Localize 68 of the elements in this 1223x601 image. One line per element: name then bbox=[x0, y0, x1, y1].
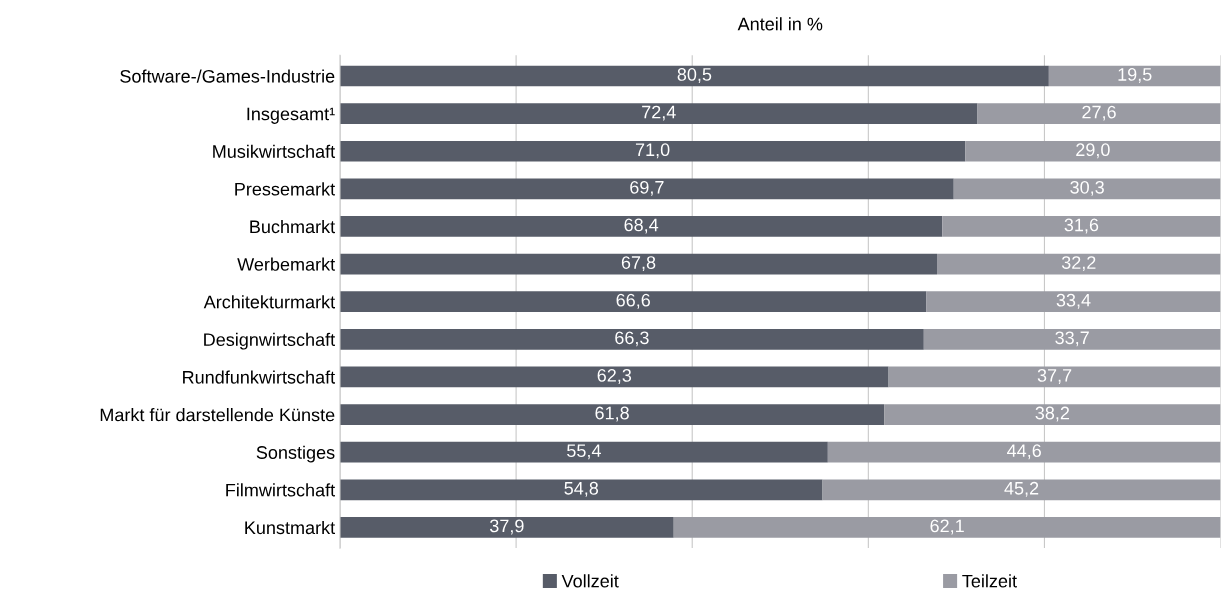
bar bbox=[339, 328, 924, 350]
y-tick-label: Pressemarkt bbox=[235, 182, 335, 196]
data-label: 80,5 bbox=[677, 68, 712, 83]
data-label: 54,8 bbox=[564, 481, 599, 497]
data-label: 72,4 bbox=[642, 105, 676, 121]
data-label: 32,2 bbox=[1061, 256, 1096, 272]
data-label: 62,1 bbox=[930, 519, 964, 535]
data-label: 38,2 bbox=[1035, 406, 1070, 422]
y-tick-label: Kunstmarkt bbox=[245, 520, 335, 535]
y-tick-label: Werbemarkt bbox=[237, 257, 336, 271]
data-label: 45,2 bbox=[1004, 481, 1039, 497]
data-label: 29,0 bbox=[1076, 143, 1110, 159]
data-label: 68,4 bbox=[624, 218, 659, 234]
data-label: 30,3 bbox=[1070, 180, 1104, 196]
x-axis-title: Anteil in % bbox=[737, 17, 823, 31]
bar bbox=[339, 291, 927, 313]
data-label: 37,7 bbox=[1037, 369, 1072, 384]
data-label: 33,4 bbox=[1056, 293, 1091, 309]
data-label: 62,3 bbox=[597, 369, 632, 384]
data-label: 69,7 bbox=[630, 180, 664, 196]
legend-label: Vollzeit bbox=[561, 574, 619, 588]
y-tick-label: Rundfunkwirtschaft bbox=[183, 370, 336, 384]
y-tick-label: Buchmarkt bbox=[250, 219, 335, 234]
data-label: 67,8 bbox=[621, 256, 656, 272]
data-label: 71,0 bbox=[635, 143, 670, 159]
bar bbox=[339, 103, 978, 124]
bar bbox=[339, 216, 943, 237]
bar bbox=[923, 328, 1221, 350]
data-label: 37,9 bbox=[489, 519, 524, 535]
bar bbox=[884, 404, 1221, 425]
bar bbox=[339, 65, 1049, 87]
bar bbox=[339, 366, 889, 388]
data-label: 66,3 bbox=[615, 331, 649, 347]
bar bbox=[339, 404, 885, 425]
data-label: 31,6 bbox=[1064, 218, 1099, 234]
y-tick-label: Software-/Games-Industrie bbox=[120, 69, 335, 83]
bar bbox=[339, 479, 823, 501]
bar bbox=[339, 253, 938, 275]
y-tick-label: Designwirtschaft bbox=[204, 332, 336, 350]
bar bbox=[827, 441, 1221, 463]
bar bbox=[937, 253, 1221, 275]
bar bbox=[339, 517, 674, 538]
bar bbox=[977, 103, 1221, 124]
y-tick-label: Architekturmarkt bbox=[203, 295, 336, 309]
data-label: 19,5 bbox=[1118, 68, 1152, 83]
bar bbox=[339, 178, 954, 200]
bar bbox=[339, 140, 966, 162]
data-label: 66,6 bbox=[616, 293, 650, 309]
y-tick-label: Filmwirtschaft bbox=[226, 483, 335, 497]
y-tick-label: Musikwirtschaft bbox=[213, 144, 335, 158]
bar bbox=[953, 178, 1221, 200]
bar bbox=[673, 517, 1221, 538]
y-tick-label: Sonstiges bbox=[256, 445, 335, 463]
data-label: 61,8 bbox=[595, 406, 629, 422]
bar bbox=[965, 140, 1221, 162]
data-label: 27,6 bbox=[1082, 105, 1116, 121]
y-tick-label: Markt für darstellende Künste bbox=[100, 408, 335, 422]
bar bbox=[942, 216, 1221, 237]
data-label: 55,4 bbox=[567, 444, 601, 460]
bar bbox=[339, 441, 828, 463]
bar bbox=[926, 291, 1221, 313]
legend-label: Teilzeit bbox=[962, 574, 1017, 588]
bar bbox=[822, 479, 1221, 501]
data-label: 44,6 bbox=[1007, 444, 1041, 460]
bar bbox=[1048, 65, 1221, 87]
data-label: 33,7 bbox=[1055, 331, 1089, 347]
y-tick-label: Insgesamt¹ bbox=[247, 107, 335, 124]
bar bbox=[888, 366, 1221, 388]
